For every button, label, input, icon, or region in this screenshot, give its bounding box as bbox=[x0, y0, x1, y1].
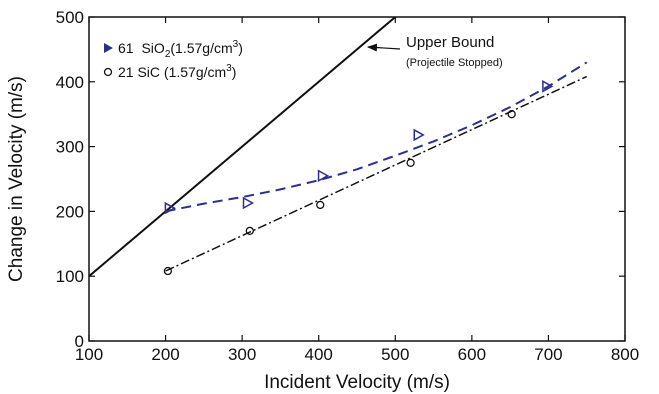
point-sic bbox=[163, 266, 173, 276]
upper-bound-label: Upper Bound bbox=[406, 34, 494, 51]
y-axis-label: Change in Velocity (m/s) bbox=[6, 76, 27, 282]
y-tick-label: 100 bbox=[56, 267, 84, 286]
x-tick-label: 600 bbox=[458, 345, 486, 364]
legend-label-sic: 21 SiC (1.57g/cm3) bbox=[118, 63, 236, 80]
legend-item-sio2: 61 SiO2(1.57g/cm3) bbox=[104, 39, 243, 60]
x-tick-label: 100 bbox=[75, 345, 103, 364]
x-tick-label: 800 bbox=[611, 345, 639, 364]
y-tick-label: 200 bbox=[56, 202, 84, 221]
point-sic bbox=[245, 226, 254, 235]
upper-bound-sublabel: (Projectile Stopped) bbox=[406, 57, 503, 69]
point-sic bbox=[406, 158, 415, 167]
fit-line-sic bbox=[165, 75, 588, 272]
plot-frame bbox=[88, 16, 626, 342]
plot-area bbox=[89, 17, 588, 277]
point-sic bbox=[316, 200, 325, 210]
y-tick-label: 500 bbox=[56, 8, 84, 27]
x-tick-label: 500 bbox=[381, 345, 409, 364]
point-sio2 bbox=[164, 201, 176, 215]
x-axis-label: Incident Velocity (m/s) bbox=[264, 372, 450, 393]
fit-line-sio2 bbox=[165, 61, 588, 213]
legend: 61 SiO2(1.57g/cm3) 21 SiC (1.57g/cm3) bbox=[103, 39, 243, 80]
legend-label-sio2: 61 SiO2(1.57g/cm3) bbox=[118, 39, 243, 60]
y-tick-label: 300 bbox=[56, 138, 84, 157]
y-tick-label: 400 bbox=[56, 73, 84, 92]
point-sic bbox=[507, 110, 516, 119]
legend-item-sic: 21 SiC (1.57g/cm3) bbox=[103, 63, 236, 80]
x-tick-label: 400 bbox=[305, 345, 333, 364]
point-sio2 bbox=[542, 80, 554, 93]
x-tick-label: 200 bbox=[151, 345, 179, 364]
x-tick-label: 300 bbox=[228, 345, 256, 364]
upper-bound-annotation: Upper Bound (Projectile Stopped) bbox=[367, 34, 503, 69]
legend-circle-marker bbox=[103, 67, 113, 77]
plot-clip-group bbox=[89, 17, 588, 277]
x-tick-label: 700 bbox=[534, 345, 562, 364]
point-sio2 bbox=[413, 128, 425, 142]
upper-bound-line bbox=[89, 17, 396, 277]
legend-triangle-marker bbox=[104, 43, 113, 53]
point-sio2 bbox=[242, 196, 255, 210]
upper-bound-arrow bbox=[367, 43, 401, 52]
point-sio2 bbox=[317, 169, 330, 183]
y-tick-label: 0 bbox=[75, 332, 84, 351]
